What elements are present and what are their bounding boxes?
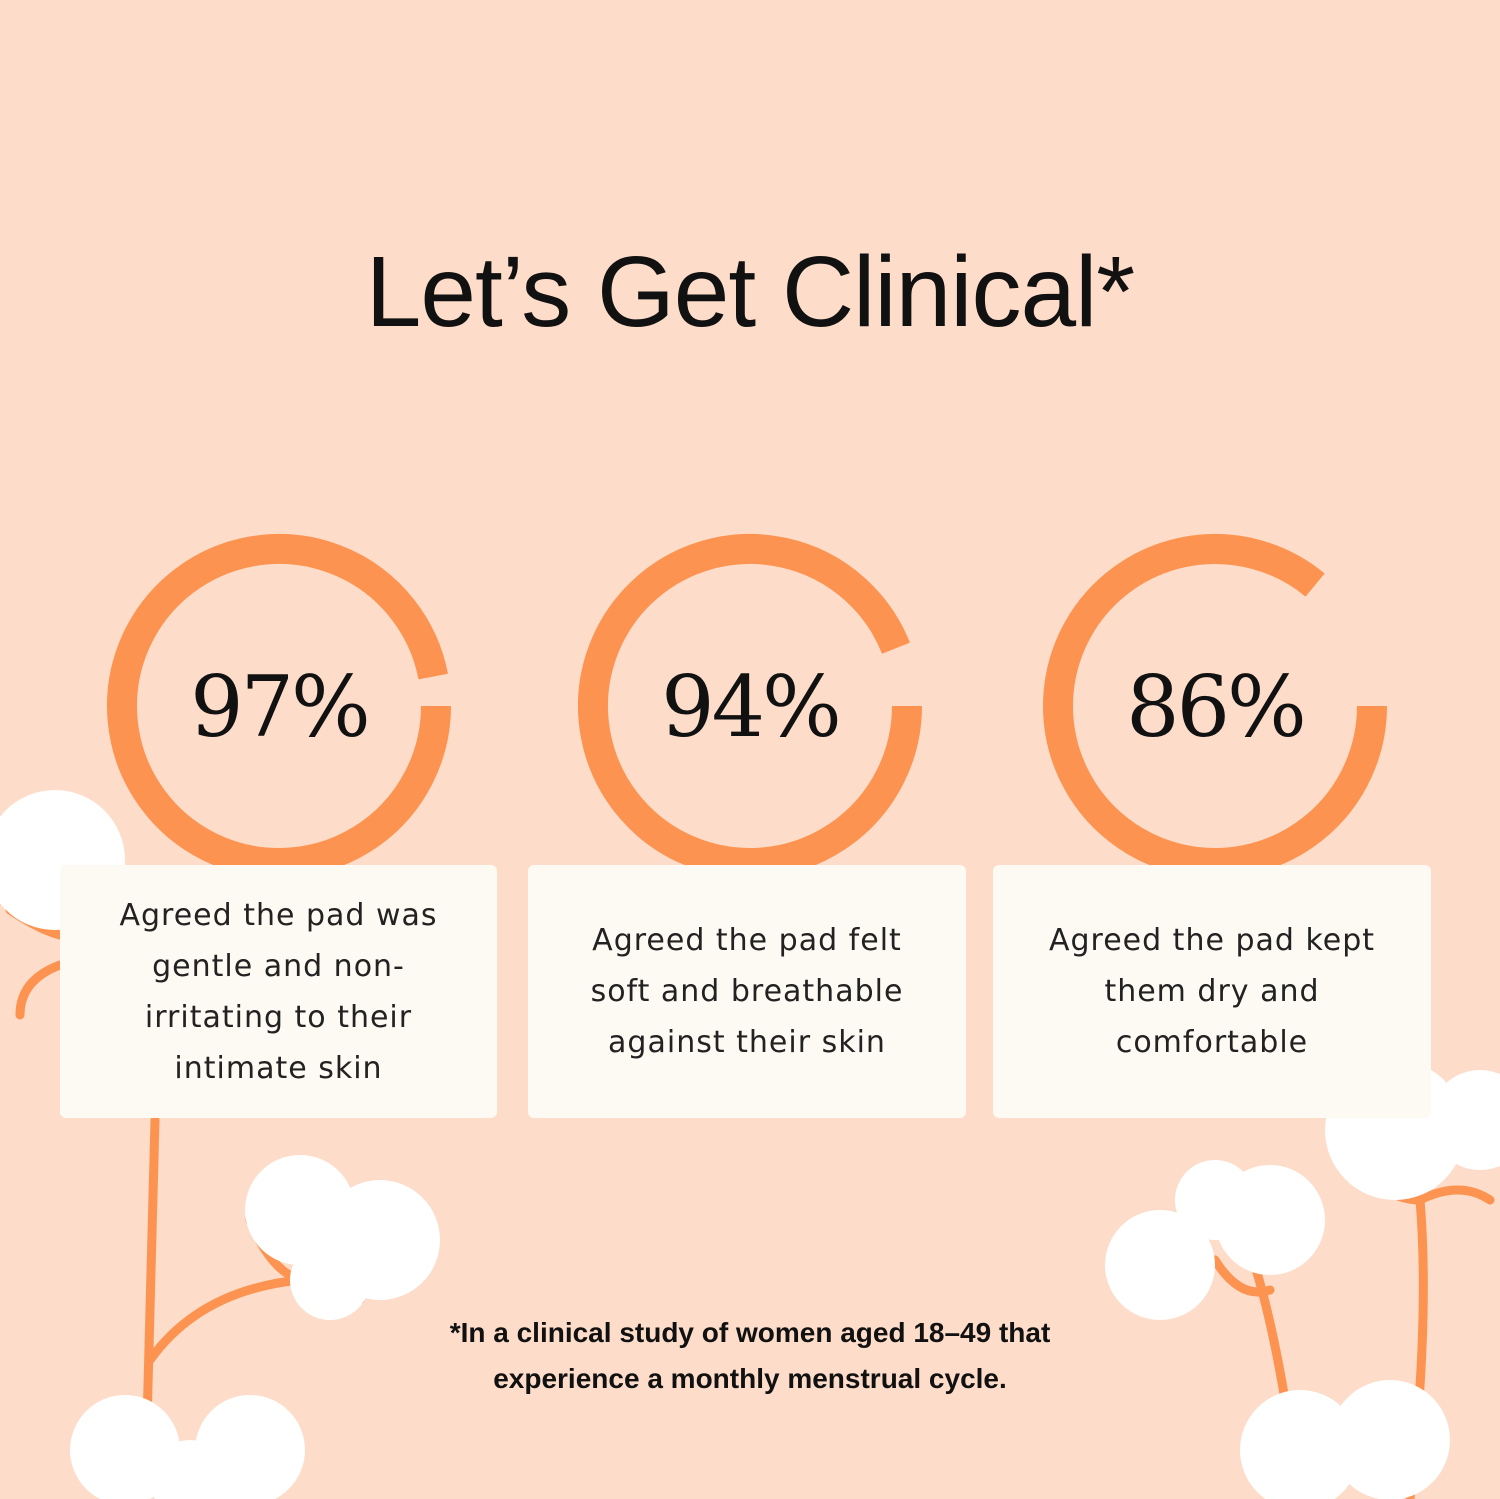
ring-charts [107, 534, 1387, 878]
stat-card-3: Agreed the pad kept them dry and comfort… [993, 865, 1431, 1118]
ring-arc-1 [107, 534, 451, 878]
stat-percent-3: 86% [1126, 658, 1307, 756]
ring-arc-2 [578, 534, 922, 878]
ring-arc-3 [1043, 534, 1387, 878]
stat-description-1: Agreed the pad was gentle and non- irrit… [119, 897, 438, 1086]
page-title: Let’s Get Clinical* [365, 236, 1135, 348]
stat-percent-2: 94% [661, 658, 842, 756]
stat-card-2: Agreed the pad felt soft and breathable … [528, 865, 966, 1118]
stat-description-2: Agreed the pad felt soft and breathable … [590, 923, 904, 1060]
footnote: *In a clinical study of women aged 18–49… [449, 1317, 1051, 1394]
stat-percent-1: 97% [190, 658, 371, 756]
stat-card-1: Agreed the pad was gentle and non- irrit… [60, 865, 497, 1118]
stat-description-3: Agreed the pad kept them dry and comfort… [1048, 923, 1376, 1060]
